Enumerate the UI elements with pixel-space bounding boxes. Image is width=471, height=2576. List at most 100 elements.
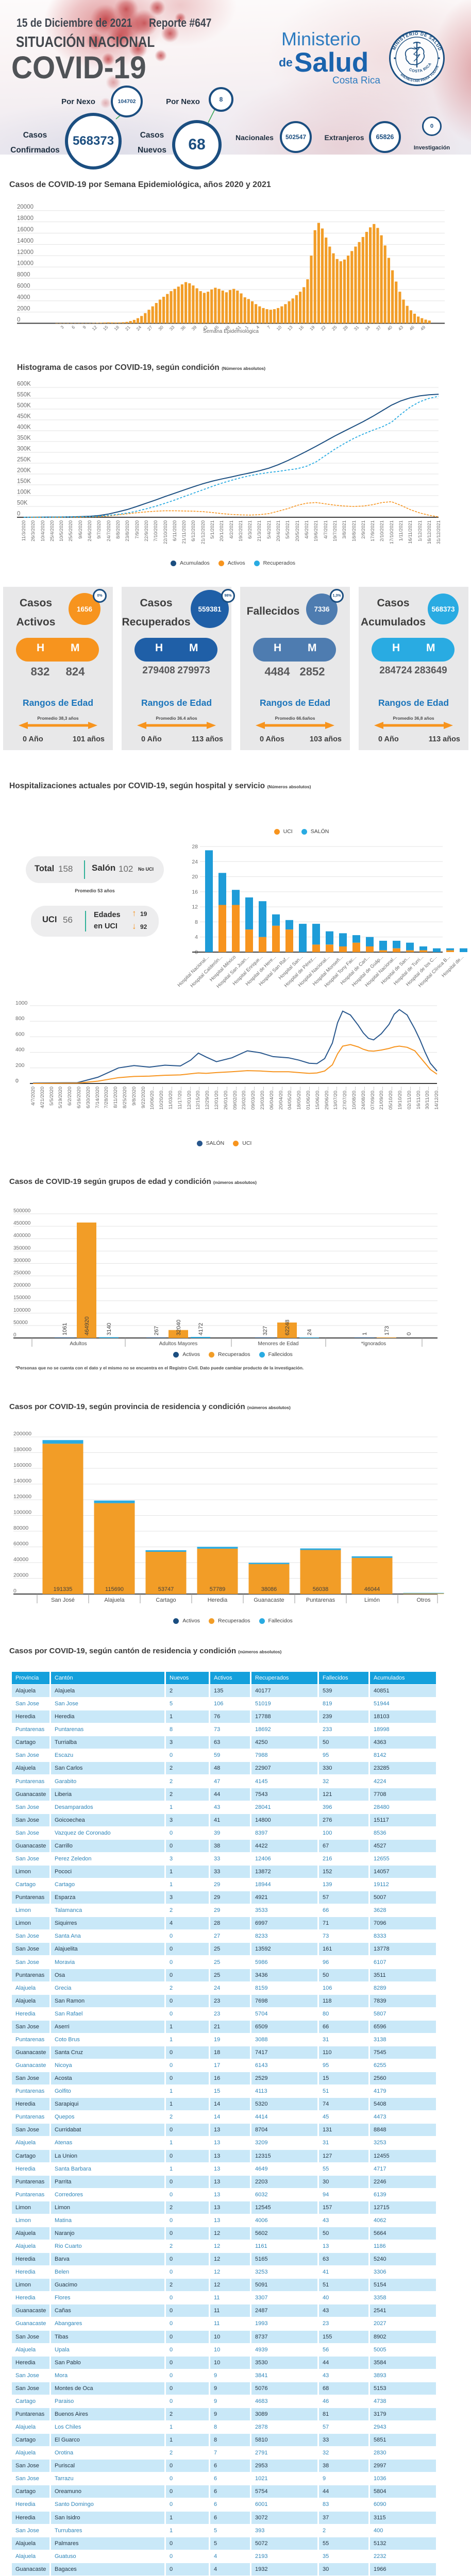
svg-text:36: 36 — [179, 325, 187, 332]
svg-text:10000: 10000 — [17, 261, 33, 267]
svg-text:25: 25 — [331, 325, 338, 332]
svg-text:19/7/2021: 19/7/2021 — [332, 520, 338, 541]
svg-text:Adultos: Adultos — [70, 1341, 87, 1347]
svg-text:16000: 16000 — [17, 227, 33, 233]
svg-text:57789: 57789 — [210, 1586, 226, 1592]
svg-text:4/6/2021: 4/6/2021 — [304, 520, 309, 539]
svg-text:15/06/20...: 15/06/20... — [315, 1087, 321, 1110]
svg-text:40: 40 — [386, 325, 393, 332]
svg-text:10/5/2020: 10/5/2020 — [59, 520, 64, 541]
svg-text:5/19/2020: 5/19/2020 — [58, 1087, 63, 1108]
svg-text:17/9/2021: 17/9/2021 — [370, 520, 375, 541]
svg-text:14/12/20...: 14/12/20... — [434, 1087, 440, 1110]
svg-text:400: 400 — [15, 1047, 25, 1053]
svg-text:200000: 200000 — [13, 1283, 31, 1289]
svg-text:150000: 150000 — [13, 1295, 31, 1301]
svg-text:1000: 1000 — [15, 1000, 28, 1006]
svg-text:8: 8 — [195, 919, 198, 925]
svg-text:7/10/2020: 7/10/2020 — [153, 520, 158, 541]
svg-text:06/04/20...: 06/04/20... — [269, 1087, 275, 1110]
svg-text:20000: 20000 — [13, 1572, 28, 1579]
svg-text:173: 173 — [384, 1326, 390, 1335]
svg-text:26/3/2020: 26/3/2020 — [30, 520, 36, 541]
svg-text:31: 31 — [353, 325, 360, 332]
svg-text:21: 21 — [124, 325, 131, 332]
svg-text:400000: 400000 — [13, 1233, 31, 1239]
svg-text:20/4/2021: 20/4/2021 — [276, 520, 281, 541]
svg-text:500K: 500K — [17, 403, 31, 409]
svg-text:600K: 600K — [17, 381, 31, 387]
svg-text:7/28/2020: 7/28/2020 — [104, 1087, 109, 1108]
svg-text:24/6/2020: 24/6/2020 — [87, 520, 92, 541]
svg-text:350000: 350000 — [13, 1245, 31, 1251]
svg-text:200000: 200000 — [13, 1431, 31, 1437]
svg-text:Otros: Otros — [417, 1597, 431, 1603]
svg-text:6/11/2020: 6/11/2020 — [172, 520, 177, 541]
svg-text:9/7/2020: 9/7/2020 — [96, 520, 102, 539]
svg-text:4/21/2020: 4/21/2020 — [40, 1087, 45, 1108]
svg-text:19: 19 — [309, 325, 316, 332]
svg-text:27: 27 — [146, 325, 154, 332]
svg-text:Semana Epidemiológica: Semana Epidemiológica — [203, 329, 259, 334]
svg-text:100000: 100000 — [13, 1308, 31, 1313]
svg-text:250K: 250K — [17, 457, 31, 463]
svg-text:25/5/2020: 25/5/2020 — [68, 520, 73, 541]
svg-text:800: 800 — [15, 1015, 25, 1022]
svg-text:28: 28 — [192, 844, 198, 850]
svg-text:80000: 80000 — [13, 1525, 28, 1531]
svg-text:24/7/2020: 24/7/2020 — [106, 520, 111, 541]
svg-text:62248: 62248 — [284, 1319, 291, 1335]
svg-text:12/15/20...: 12/15/20... — [195, 1087, 201, 1110]
svg-text:4000: 4000 — [17, 294, 30, 300]
svg-text:18/05/20...: 18/05/20... — [296, 1087, 302, 1110]
svg-text:21/3/2021: 21/3/2021 — [257, 520, 262, 541]
svg-text:18: 18 — [113, 325, 120, 332]
svg-text:16/12/2021: 16/12/2021 — [427, 520, 432, 544]
svg-text:6/12/2020: 6/12/2020 — [191, 520, 196, 541]
svg-text:6/30/2020: 6/30/2020 — [86, 1087, 91, 1108]
svg-text:53747: 53747 — [158, 1586, 174, 1592]
svg-text:Guanacaste: Guanacaste — [254, 1597, 284, 1603]
svg-text:31/12/2021: 31/12/2021 — [436, 520, 441, 544]
svg-text:23/8/2020: 23/8/2020 — [125, 520, 130, 541]
svg-text:450000: 450000 — [13, 1221, 31, 1226]
svg-text:500000: 500000 — [13, 1208, 31, 1214]
svg-text:Limón: Limón — [364, 1597, 380, 1603]
svg-text:120000: 120000 — [13, 1494, 31, 1500]
svg-text:19/2/2021: 19/2/2021 — [238, 520, 243, 541]
svg-text:21/12/2020: 21/12/2020 — [200, 520, 206, 544]
svg-text:1: 1 — [244, 325, 249, 330]
svg-text:14000: 14000 — [17, 238, 33, 244]
svg-text:6/16/2020: 6/16/2020 — [76, 1087, 82, 1108]
svg-text:8/8/2020: 8/8/2020 — [115, 520, 121, 539]
svg-text:100000: 100000 — [13, 1510, 31, 1516]
svg-text:09/03/20...: 09/03/20... — [250, 1087, 256, 1110]
svg-text:12: 12 — [192, 904, 198, 910]
svg-text:12/29/20...: 12/29/20... — [205, 1087, 210, 1110]
svg-text:10/20/20...: 10/20/20... — [159, 1087, 164, 1110]
svg-text:24/08/20...: 24/08/20... — [361, 1087, 366, 1110]
svg-text:4172: 4172 — [198, 1323, 204, 1335]
svg-text:15: 15 — [102, 325, 109, 332]
svg-text:24: 24 — [192, 859, 198, 865]
svg-text:Cartago: Cartago — [156, 1597, 176, 1603]
svg-text:160000: 160000 — [13, 1462, 31, 1468]
svg-text:6/2/2020: 6/2/2020 — [67, 1087, 73, 1106]
svg-text:4/7/2021: 4/7/2021 — [323, 520, 328, 539]
svg-text:0: 0 — [17, 317, 20, 323]
svg-text:05/10/20...: 05/10/20... — [388, 1087, 394, 1110]
svg-text:21/09/20...: 21/09/20... — [379, 1087, 384, 1110]
svg-text:50000: 50000 — [13, 1320, 28, 1326]
svg-text:30: 30 — [157, 325, 164, 332]
svg-text:5/5/2021: 5/5/2021 — [285, 520, 290, 539]
svg-text:49: 49 — [419, 325, 427, 332]
svg-text:29/06/20...: 29/06/20... — [324, 1087, 330, 1110]
svg-text:20: 20 — [192, 874, 198, 880]
svg-text:4/7/2020: 4/7/2020 — [30, 1087, 36, 1106]
svg-text:San José: San José — [51, 1597, 75, 1603]
svg-text:250000: 250000 — [13, 1270, 31, 1276]
svg-text:09/02/20...: 09/02/20... — [232, 1087, 238, 1110]
svg-text:2/9/2021: 2/9/2021 — [361, 520, 366, 539]
svg-text:0: 0 — [15, 1078, 19, 1084]
svg-text:18/8/2021: 18/8/2021 — [351, 520, 357, 541]
